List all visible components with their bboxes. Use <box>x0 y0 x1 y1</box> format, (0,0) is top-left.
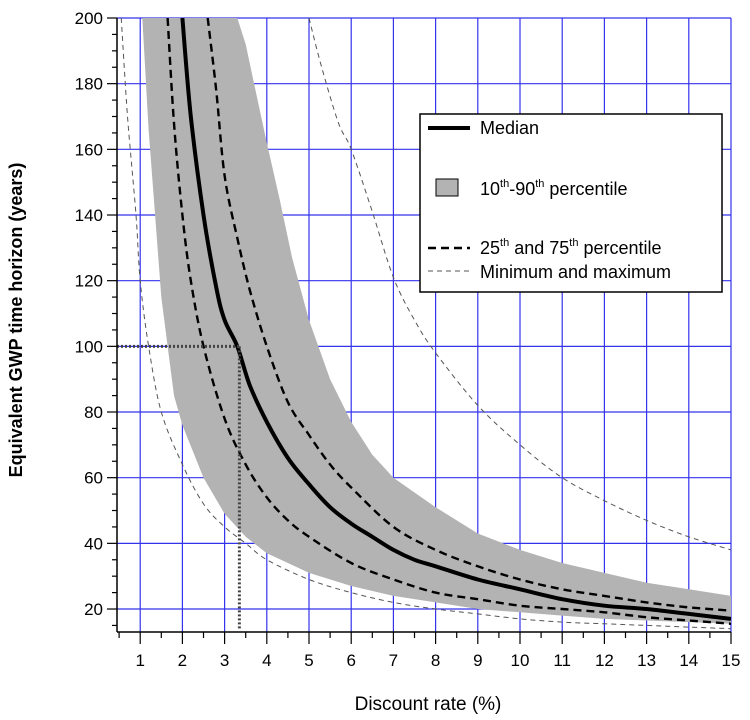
x-tick-label: 9 <box>473 651 482 670</box>
legend-median-label: Median <box>480 118 539 138</box>
axes: 1 2 3 4 5 6 7 8 9 10 11 12 13 14 152040608010012014016… <box>75 9 741 670</box>
series-line-maximum <box>308 18 731 551</box>
legend-minmax-label: Minimum and maximum <box>480 262 671 282</box>
x-tick-label: 3 <box>220 651 229 670</box>
y-tick-label: 60 <box>84 469 103 488</box>
y-tick-label: 120 <box>75 272 103 291</box>
y-tick-label: 160 <box>75 140 103 159</box>
y-tick-label: 180 <box>75 75 103 94</box>
series-line-minimum <box>120 18 731 630</box>
x-tick-label: 14 <box>679 651 698 670</box>
legend-band-label: 10th-90th percentile <box>480 178 627 199</box>
series-line-75th-percentile <box>206 18 731 612</box>
legend-quartile-label: 25th and 75th percentile <box>480 237 662 258</box>
y-axis-label: Equivalent GWP time horizon (years) <box>6 163 26 478</box>
y-tick-label: 140 <box>75 206 103 225</box>
x-tick-label: 15 <box>722 651 741 670</box>
x-tick-label: 13 <box>637 651 656 670</box>
y-tick-label: 80 <box>84 403 103 422</box>
x-tick-label: 5 <box>304 651 313 670</box>
reference-lines <box>117 344 241 629</box>
x-tick-label: 8 <box>431 651 440 670</box>
x-tick-label: 11 <box>553 651 571 670</box>
x-tick-label: 4 <box>262 651 271 670</box>
y-tick-label: 100 <box>75 337 103 356</box>
plot-area <box>120 18 731 630</box>
y-tick-label: 20 <box>84 600 103 619</box>
series-line-25th-percentile <box>166 18 731 625</box>
y-tick-label: 40 <box>84 534 103 553</box>
legend: Median 10th-90th percentile 25th and 75t… <box>419 113 723 293</box>
x-tick-label: 12 <box>595 651 614 670</box>
legend-band-swatch <box>435 178 459 197</box>
series-line-median <box>180 18 731 621</box>
legend-box <box>419 113 723 293</box>
x-tick-label: 1 <box>135 651 144 670</box>
x-tick-label: 7 <box>389 651 398 670</box>
x-tick-label: 10 <box>511 651 530 670</box>
x-tick-label: 6 <box>346 651 355 670</box>
x-axis-label: Discount rate (%) <box>355 694 502 715</box>
x-tick-label: 2 <box>178 651 187 670</box>
percentile-band-10-90 <box>142 18 731 624</box>
y-tick-label: 200 <box>75 9 103 28</box>
